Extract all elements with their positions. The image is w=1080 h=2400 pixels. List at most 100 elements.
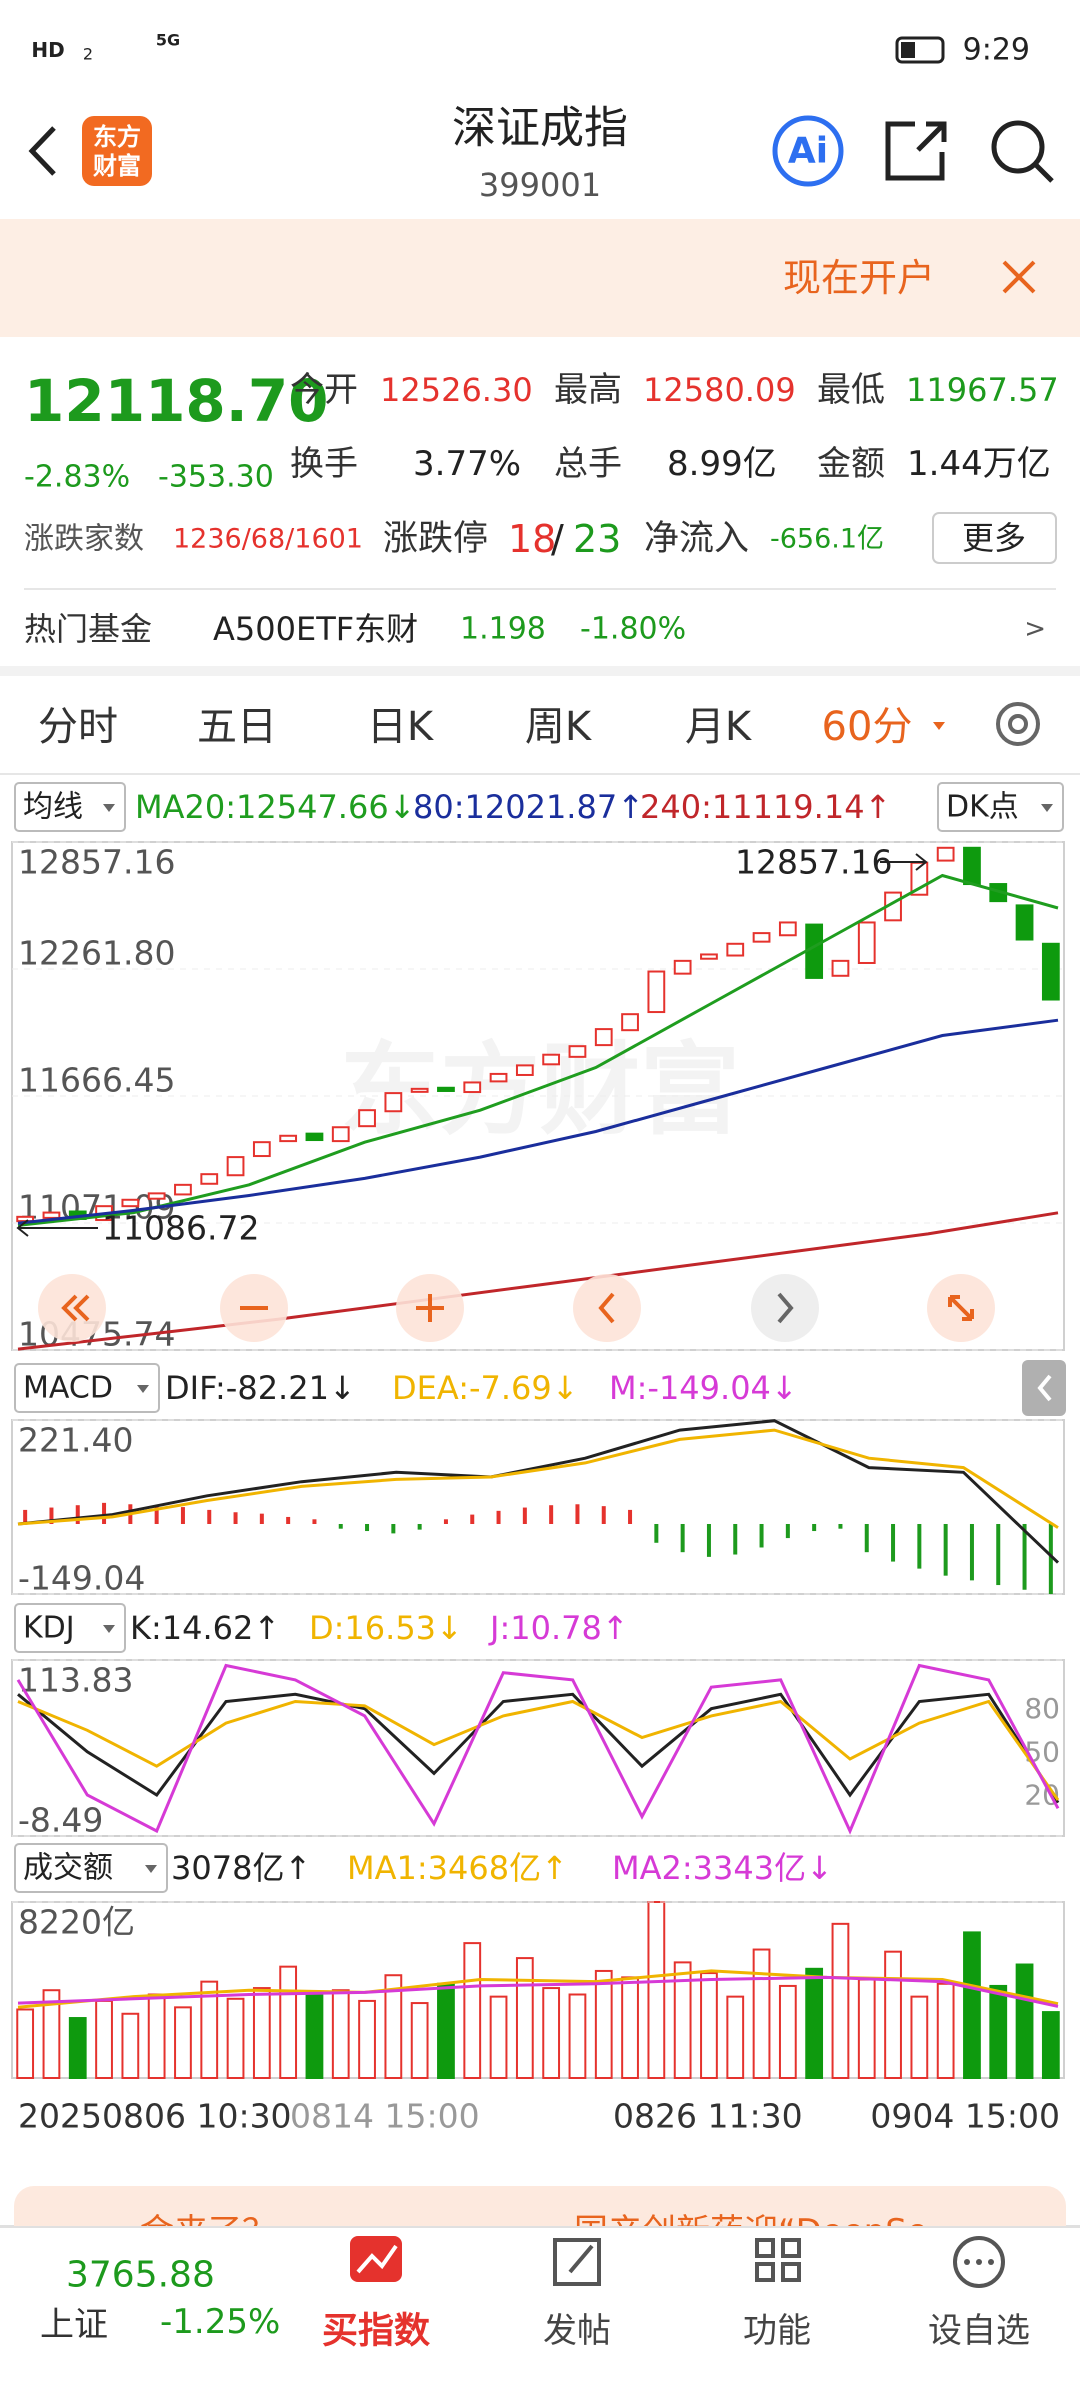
zoom-control[interactable]: [38, 1274, 106, 1342]
search-handle: [1034, 163, 1054, 183]
page-title: 深证成指: [452, 103, 628, 154]
nav-icon-line: [356, 2244, 398, 2274]
volume-bar: [568, 1993, 587, 2079]
macd-bar: [943, 1523, 948, 1576]
kdj-select-caret: [103, 1625, 115, 1633]
macd-bar: [1022, 1523, 1027, 1590]
volume-bar: [963, 1931, 981, 2080]
volume-select[interactable]: [14, 1843, 168, 1893]
tab[interactable]: 分时: [38, 704, 118, 750]
macd-bar: [207, 1509, 212, 1524]
nav-item[interactable]: 功能: [743, 2311, 811, 2351]
nav-index-change[interactable]: -1.25%: [160, 2302, 280, 2342]
ma-line: [17, 1211, 1059, 1351]
min-arrow: [16, 1219, 98, 1237]
fund-arrow[interactable]: >: [1024, 614, 1046, 644]
flow-value: -656.1亿: [770, 524, 884, 555]
volume-bar: [42, 1989, 61, 2079]
macd-bar: [470, 1514, 475, 1524]
fund-name[interactable]: A500ETF东财: [213, 610, 418, 648]
tab[interactable]: 日K: [367, 704, 435, 750]
volume-bar: [515, 1957, 534, 2079]
ma-line: [17, 873, 1059, 1227]
nav-item[interactable]: 设自选: [928, 2311, 1030, 2351]
banner-close[interactable]: [1002, 260, 1036, 294]
nav-index-value[interactable]: 3765.88: [66, 2255, 215, 2296]
candle-body: [515, 1064, 534, 1076]
legend-item: MA20:12547.66↓: [135, 788, 416, 826]
volume-bar: [410, 2002, 429, 2079]
kdj-select[interactable]: [14, 1603, 126, 1653]
volume-select-label[interactable]: 成交额: [23, 1851, 113, 1886]
banner-text[interactable]: 现在开户: [783, 256, 935, 300]
more-label[interactable]: 更多: [962, 519, 1026, 557]
collapse-button[interactable]: [1022, 1360, 1066, 1416]
kdj-select-label[interactable]: KDJ: [23, 1611, 75, 1646]
tab[interactable]: 60分: [822, 704, 913, 750]
stat-label: 总手: [554, 444, 622, 484]
legend-item: 3078亿↑: [171, 1849, 311, 1887]
macd-select[interactable]: [14, 1363, 160, 1413]
search-button[interactable]: [991, 120, 1045, 174]
candle-body: [42, 1211, 61, 1219]
change: -353.30: [158, 460, 274, 495]
candle-body: [752, 932, 771, 943]
candle-body: [568, 1045, 587, 1058]
dk-select[interactable]: [937, 782, 1064, 832]
macd-bar: [812, 1523, 817, 1532]
limit-sep: /: [551, 517, 564, 561]
zoom-control[interactable]: [751, 1274, 819, 1342]
settings-icon[interactable]: [996, 702, 1040, 746]
ai-button[interactable]: [772, 115, 844, 187]
volume-bar: [752, 1948, 771, 2079]
volume-bar: [673, 1961, 692, 2079]
macd-bar: [23, 1509, 28, 1524]
volume-bar: [16, 2008, 35, 2079]
volume-bar: [489, 1995, 508, 2079]
tab[interactable]: 月K: [685, 704, 753, 750]
tab[interactable]: 周K: [525, 704, 593, 750]
kdj-level: 80: [1024, 1692, 1060, 1725]
banner-bg: [0, 219, 1080, 337]
macd-select-label[interactable]: MACD: [23, 1371, 113, 1406]
macd-bar: [522, 1507, 527, 1524]
candle-body: [410, 1087, 429, 1093]
kdj-line: [16, 1663, 1060, 1835]
y-tick-label: 113.83: [18, 1661, 133, 1700]
collapse-icon: [1037, 1374, 1052, 1402]
back-button[interactable]: [28, 126, 56, 176]
indicator-select-label[interactable]: 均线: [23, 790, 83, 825]
battery-level: [901, 42, 915, 58]
nav-icon-dot: [976, 2259, 982, 2265]
y-tick-label: -149.04: [18, 1559, 145, 1598]
breadth-label: 涨跌家数: [24, 522, 144, 557]
tab[interactable]: 五日: [197, 704, 277, 750]
candle-body: [673, 959, 692, 975]
zoom-control[interactable]: [573, 1274, 641, 1342]
candle-body: [1015, 904, 1034, 941]
limit-up: 18: [508, 517, 556, 561]
indicator-select[interactable]: [14, 782, 126, 832]
breadth-value: 1236/68/1601: [173, 524, 363, 555]
share-button[interactable]: [885, 121, 947, 181]
zoom-icon: [948, 1295, 974, 1321]
dk-select-label[interactable]: DK点: [946, 790, 1019, 825]
nav-index-name[interactable]: 上证: [40, 2305, 108, 2345]
candle-body: [963, 846, 981, 886]
volume-bar: [910, 1995, 929, 2079]
logo-text: 东方: [93, 123, 141, 151]
more-button[interactable]: [932, 512, 1057, 564]
macd-bar: [49, 1507, 54, 1524]
separator: [0, 666, 1080, 676]
y-tick-label: 12261.80: [18, 934, 175, 973]
logo-text: 财富: [93, 152, 141, 180]
ai-label[interactable]: Ai: [788, 131, 828, 172]
nav-item[interactable]: 发帖: [543, 2311, 611, 2351]
macd-bar: [286, 1516, 291, 1524]
volume-bar: [621, 1976, 639, 2080]
nav-item[interactable]: 买指数: [322, 2311, 430, 2352]
candle-body: [147, 1192, 166, 1200]
candle-body: [174, 1183, 192, 1196]
candle-body: [252, 1141, 271, 1158]
